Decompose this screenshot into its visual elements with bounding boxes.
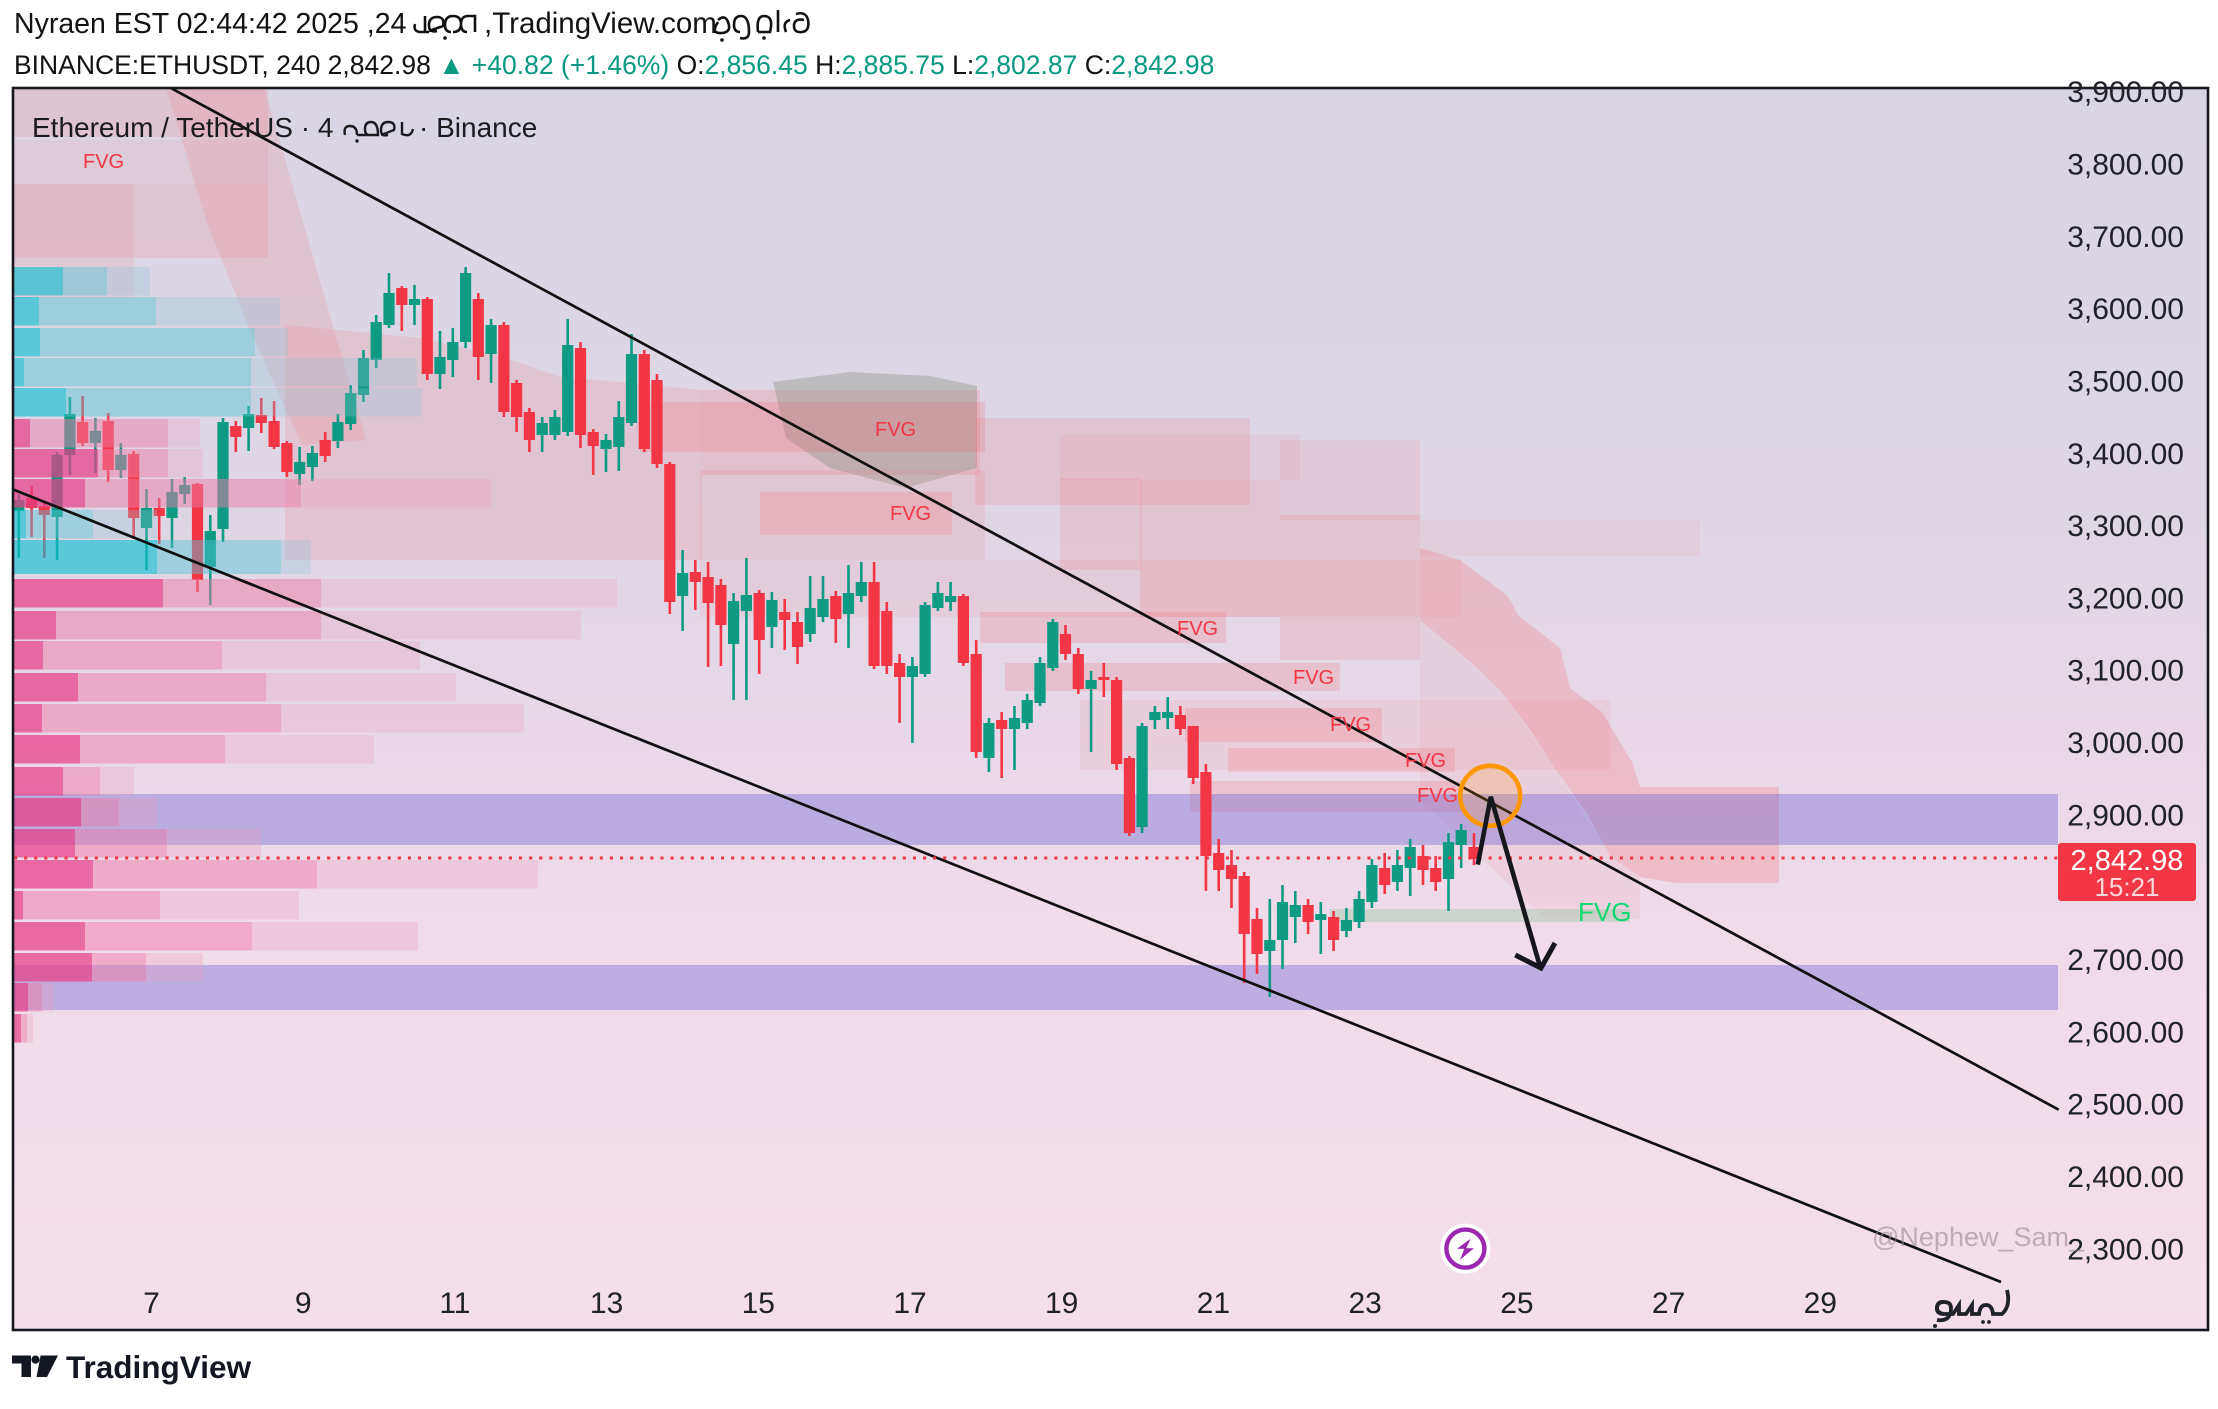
svg-text:3,800.00: 3,800.00 — [2067, 149, 2184, 182]
svg-text:FVG: FVG — [890, 503, 931, 525]
svg-text:2,400.00: 2,400.00 — [2067, 1161, 2184, 1194]
svg-text:19: 19 — [1045, 1287, 1078, 1320]
svg-text:FVG: FVG — [1578, 897, 1631, 927]
svg-text:3,200.00: 3,200.00 — [2067, 582, 2184, 615]
svg-text:3,700.00: 3,700.00 — [2067, 221, 2184, 254]
svg-text:27: 27 — [1652, 1287, 1685, 1320]
svg-text:3,300.00: 3,300.00 — [2067, 510, 2184, 543]
svg-text:11: 11 — [439, 1287, 470, 1320]
svg-text:BINANCE:ETHUSDT, 240 2,842.98: BINANCE:ETHUSDT, 240 2,842.98 ▲ +40.82 (… — [14, 50, 1214, 80]
svg-text:3,600.00: 3,600.00 — [2067, 293, 2184, 326]
svg-text:21: 21 — [1197, 1287, 1230, 1320]
svg-text:@Nephew_Sam_: @Nephew_Sam_ — [1872, 1222, 2085, 1252]
svg-text:,TradingView.com: ,TradingView.com — [484, 7, 717, 40]
svg-text:3,900.00: 3,900.00 — [2067, 76, 2184, 109]
svg-text:FVG: FVG — [1330, 714, 1371, 736]
svg-text:7: 7 — [143, 1287, 160, 1320]
svg-text:· Binance: · Binance — [419, 112, 537, 143]
svg-text:3,000.00: 3,000.00 — [2067, 727, 2184, 760]
svg-text:2,842.98: 2,842.98 — [2071, 845, 2184, 877]
svg-text:FVG: FVG — [83, 151, 124, 173]
svg-text:FVG: FVG — [875, 419, 916, 441]
svg-text:15:21: 15:21 — [2094, 872, 2159, 902]
svg-text:3,400.00: 3,400.00 — [2067, 438, 2184, 471]
svg-text:13: 13 — [590, 1287, 623, 1320]
svg-text:23: 23 — [1349, 1287, 1382, 1320]
svg-text:9: 9 — [295, 1287, 312, 1320]
svg-text:2,500.00: 2,500.00 — [2067, 1089, 2184, 1122]
svg-text:2,900.00: 2,900.00 — [2067, 799, 2184, 832]
svg-text:Nyraen EST 02:44:42 2025 ,24: Nyraen EST 02:44:42 2025 ,24 — [14, 8, 407, 40]
svg-text:FVG: FVG — [1405, 750, 1446, 772]
svg-text:Ethereum / TetherUS · 4: Ethereum / TetherUS · 4 — [32, 112, 333, 143]
svg-text:2,600.00: 2,600.00 — [2067, 1016, 2184, 1049]
svg-text:3,500.00: 3,500.00 — [2067, 366, 2184, 399]
svg-text:2,300.00: 2,300.00 — [2067, 1233, 2184, 1266]
svg-text:3,100.00: 3,100.00 — [2067, 655, 2184, 688]
svg-text:FVG: FVG — [1417, 785, 1458, 807]
svg-text:TradingView: TradingView — [66, 1349, 251, 1385]
svg-text:17: 17 — [893, 1287, 926, 1320]
svg-text:29: 29 — [1804, 1287, 1837, 1320]
svg-text:25: 25 — [1500, 1287, 1533, 1320]
svg-text:15: 15 — [742, 1287, 775, 1320]
svg-text:FVG: FVG — [1177, 618, 1218, 640]
svg-text:FVG: FVG — [1293, 667, 1334, 689]
svg-text:2,700.00: 2,700.00 — [2067, 944, 2184, 977]
